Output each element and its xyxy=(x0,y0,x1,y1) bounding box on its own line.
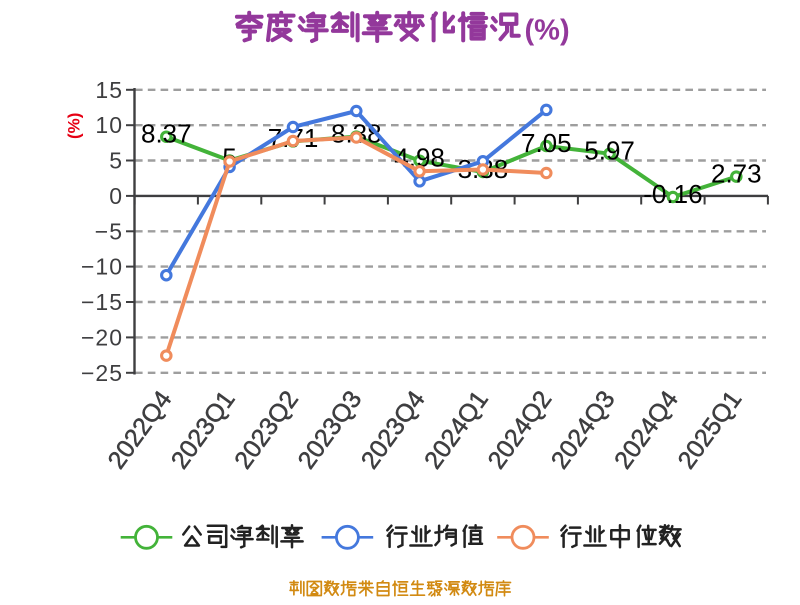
svg-text:(%): (%) xyxy=(525,14,570,46)
svg-text:10: 10 xyxy=(95,112,123,138)
svg-text:−10: −10 xyxy=(81,254,123,280)
svg-text:8.37: 8.37 xyxy=(141,119,192,149)
svg-text:(%): (%) xyxy=(65,113,84,139)
svg-text:−20: −20 xyxy=(81,324,123,350)
svg-text:5.97: 5.97 xyxy=(584,136,635,166)
svg-text:7.05: 7.05 xyxy=(521,128,572,158)
svg-text:2.73: 2.73 xyxy=(711,158,762,188)
svg-text:15: 15 xyxy=(95,77,123,103)
svg-text:−15: −15 xyxy=(81,289,123,315)
svg-text:−5: −5 xyxy=(95,218,123,244)
svg-text:-0.16: -0.16 xyxy=(643,179,702,209)
svg-text:0: 0 xyxy=(109,183,123,209)
svg-text:5: 5 xyxy=(109,148,123,174)
svg-text:−25: −25 xyxy=(81,360,123,386)
